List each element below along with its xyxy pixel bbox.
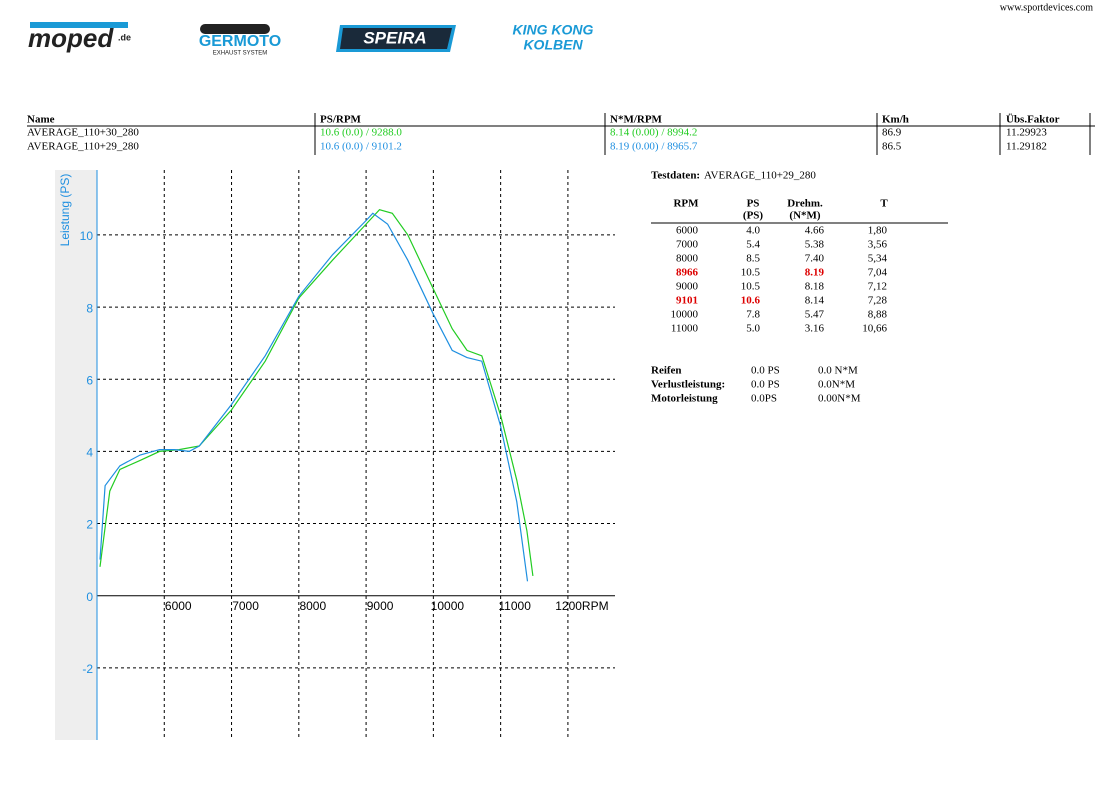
testdata-cell: 7.40 [805, 253, 825, 265]
run-name: AVERAGE_110+29_280 [27, 141, 139, 153]
chart: -2 0 2 4 6 8 10 6000 7000 8000 9000 10000 11000 1200R… [55, 170, 615, 740]
y-tick-label: 0 [86, 590, 93, 604]
logo-speira: SPEIRA [363, 28, 426, 47]
y-tick-label: 10 [80, 229, 94, 243]
run-cell: 11.29182 [1006, 141, 1047, 153]
testdata-header: RPM [673, 198, 699, 210]
testdata-cell: 3.16 [805, 323, 825, 335]
testdata-cell: 9101 [676, 295, 698, 307]
testdata-cell: 8.14 [805, 295, 825, 307]
y-tick-label: 2 [86, 518, 93, 532]
testdata-cell: 7,28 [868, 295, 888, 307]
run-cell: 8.19 (0.00) / 8965.7 [610, 141, 698, 153]
y-tick-label: 6 [86, 373, 93, 387]
loss-cell: Verlustleistung: [651, 379, 725, 391]
runs-table: Name PS/RPM N*M/RPM Km/h Übs.Faktor AVERAGE_1… [27, 113, 1095, 155]
testdata-cell: 8.18 [805, 281, 825, 293]
logo-pipe [200, 24, 270, 34]
testdata-cell: 4.66 [805, 225, 825, 237]
testdata-cell: 1,80 [868, 225, 888, 237]
testdata-cell: 11000 [671, 323, 699, 335]
testdata-cell: 6000 [676, 225, 699, 237]
logo-germoto: GERMOTO [199, 33, 281, 50]
testdata-header: (N*M) [789, 210, 820, 222]
logo-exhaust: EXHAUST SYSTEM [213, 51, 268, 57]
testdata-cell: 5.38 [805, 239, 825, 251]
logo-kingkong: KING KONG [513, 22, 594, 38]
testdata-name: AVERAGE_110+29_280 [704, 170, 816, 182]
run-cell: 10.6 (0.0) / 9101.2 [320, 141, 402, 153]
run-cell: 86.5 [882, 141, 902, 153]
logo-kolben: KOLBEN [523, 37, 583, 53]
testdata-cell: 5.4 [746, 239, 760, 251]
x-tick-label: 7000 [232, 599, 259, 613]
column-header: PS/RPM [320, 114, 362, 126]
testdata-cell: 10,66 [862, 323, 887, 335]
axis-band [55, 170, 97, 740]
x-tick-label: 6000 [165, 599, 192, 613]
loss-cell: 0.0 PS [751, 365, 780, 377]
testdata-label: Testdaten: [651, 170, 700, 182]
x-tick-label: 1200RPM [555, 599, 608, 613]
testdata-cell: 8.5 [746, 253, 760, 265]
y-tick-label: 8 [86, 301, 93, 315]
website: www.sportdevices.com [1000, 2, 1093, 13]
x-tick-label: 8000 [299, 599, 326, 613]
testdata-cell: 9000 [676, 281, 699, 293]
testdata-header: Drehm. [787, 198, 823, 210]
testdata-cell: 4.0 [746, 225, 760, 237]
run-cell: 86.9 [882, 127, 902, 139]
column-header: Name [27, 114, 55, 126]
column-header: N*M/RPM [610, 114, 663, 126]
testdata-cell: 5.0 [746, 323, 760, 335]
loss-cell: Reifen [651, 365, 682, 377]
testdata-cell: 5,34 [868, 253, 888, 265]
testdata-cell: 8966 [676, 267, 699, 279]
test-data: Testdaten: AVERAGE_110+29_280 RPM PS(PS) Dre… [651, 170, 948, 405]
x-tick-label: 10000 [431, 599, 465, 613]
x-tick-label: 9000 [367, 599, 394, 613]
run-cell: 11.29923 [1006, 127, 1047, 139]
y-tick-label: -2 [82, 662, 93, 676]
column-header: Übs.Faktor [1006, 113, 1060, 126]
loss-cell: 0.0 N*M [818, 365, 858, 377]
testdata-cell: 3,56 [868, 239, 888, 251]
run-cell: 8.14 (0.00) / 8994.2 [610, 127, 697, 139]
testdata-cell: 8000 [676, 253, 699, 265]
testdata-cell: 7000 [676, 239, 699, 251]
loss-cell: 0.0PS [751, 393, 777, 405]
loss-cell: 0.0N*M [818, 379, 855, 391]
testdata-cell: 10.5 [741, 267, 761, 279]
run-cell: 10.6 (0.0) / 9288.0 [320, 127, 402, 139]
column-header: Km/h [882, 114, 909, 126]
testdata-cell: 7,12 [868, 281, 887, 293]
testdata-header: (PS) [743, 210, 764, 222]
power-curve [99, 209, 534, 576]
x-tick-label: 11000 [498, 599, 531, 613]
testdata-header: PS [747, 198, 760, 210]
testdata-cell: 8,88 [868, 309, 888, 321]
testdata-cell: 8.19 [805, 267, 825, 279]
testdata-cell: 10.5 [741, 281, 761, 293]
power-curve [99, 212, 529, 582]
testdata-cell: 7.8 [746, 309, 760, 321]
testdata-cell: 7,04 [868, 267, 888, 279]
testdata-header: T [880, 198, 888, 210]
testdata-cell: 10000 [671, 309, 699, 321]
loss-cell: 0.0 PS [751, 379, 780, 391]
loss-cell: Motorleistung [651, 393, 718, 405]
logo-de: .de [118, 32, 131, 42]
logo-moped: moped [28, 23, 114, 53]
y-tick-label: 4 [86, 446, 93, 460]
logo-bar [30, 22, 128, 28]
run-name: AVERAGE_110+30_280 [27, 127, 139, 139]
loss-cell: 0.00N*M [818, 393, 861, 405]
y-axis-label: Leistung (PS) [58, 174, 72, 247]
testdata-cell: 5.47 [805, 309, 825, 321]
logo-speira-inner [340, 28, 452, 49]
testdata-cell: 10.6 [741, 295, 761, 307]
